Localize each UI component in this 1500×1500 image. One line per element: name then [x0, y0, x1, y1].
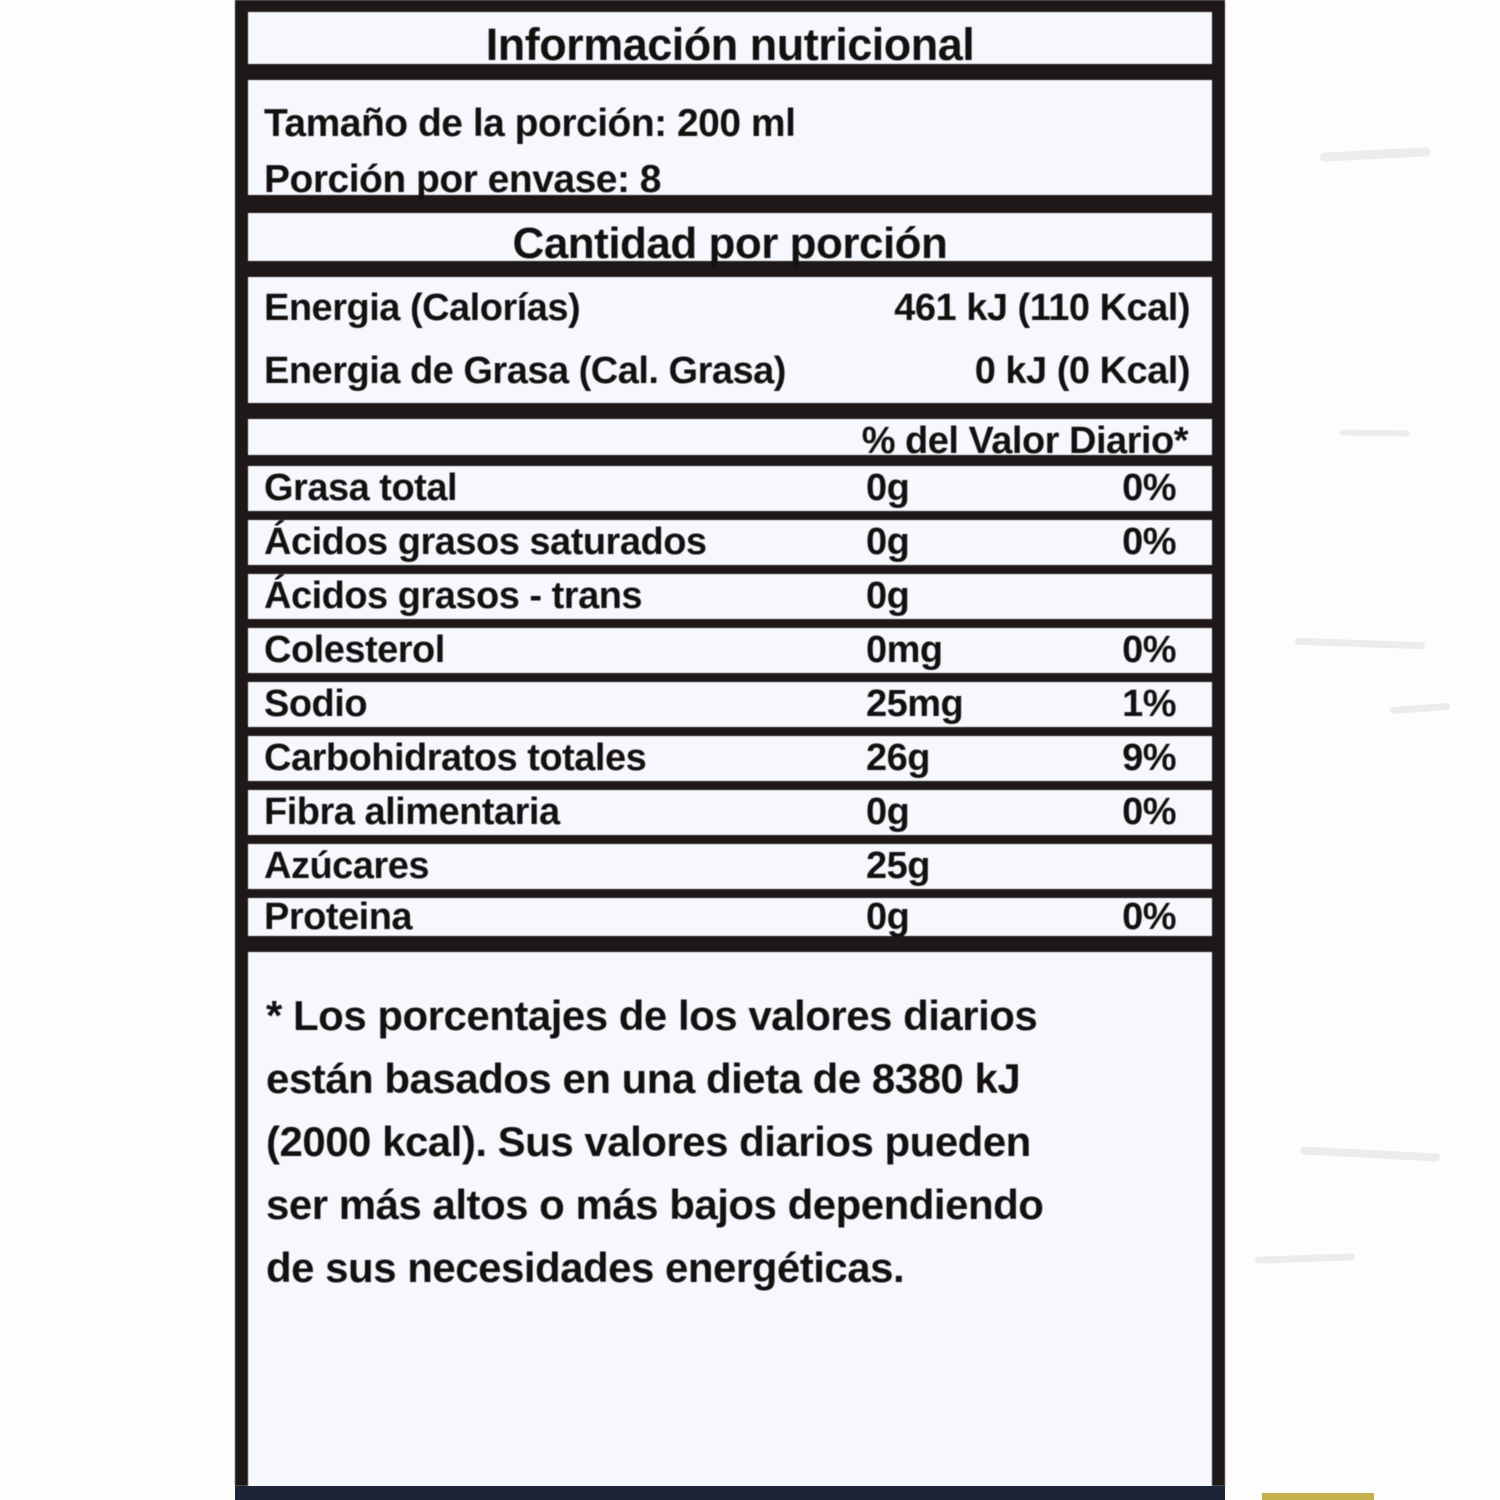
- photo-smudge: [1299, 1146, 1441, 1162]
- footnote-line: están basados en una dieta de 8380 kJ: [266, 1055, 1021, 1102]
- energy-fat-value: 0 kJ (0 Kcal): [974, 350, 1191, 392]
- photo-smudge: [1319, 147, 1431, 162]
- nutrient-name: Ácidos grasos saturados: [264, 521, 707, 563]
- nutrient-dv: 0%: [1122, 521, 1176, 563]
- label-title: Información nutricional: [248, 12, 1212, 80]
- nutrient-row-protein: Proteina 0g 0%: [248, 895, 1212, 952]
- nutrient-amount: 25g: [866, 845, 930, 887]
- energy-row: Energia (Calorías) 461 kJ (110 Kcal): [248, 277, 1212, 340]
- nutrient-dv: 0%: [1122, 629, 1176, 671]
- nutrient-name: Proteina: [264, 895, 413, 938]
- nutrient-name: Grasa total: [264, 467, 458, 509]
- energy-name: Energia (Calorías): [264, 287, 581, 329]
- nutrient-amount: 0g: [866, 791, 910, 833]
- photo-smudge: [1254, 1253, 1356, 1264]
- nutrient-name: Carbohidratos totales: [264, 737, 647, 779]
- energy-fat-row: Energia de Grasa (Cal. Grasa) 0 kJ (0 Kc…: [248, 340, 1212, 403]
- nutrient-row-total-carbs: Carbohidratos totales 26g 9%: [248, 736, 1212, 790]
- nutrient-dv: 0%: [1122, 791, 1176, 833]
- nutrient-dv: 1%: [1122, 683, 1176, 725]
- nutrient-dv: 0%: [1122, 467, 1176, 509]
- nutrient-row-trans-fat: Ácidos grasos - trans 0g: [248, 574, 1212, 628]
- energy-fat-name: Energia de Grasa (Cal. Grasa): [264, 350, 786, 392]
- footnote-line: de sus necesidades energéticas.: [266, 1244, 905, 1291]
- footnote-line: * Los porcentajes de los valores diarios: [266, 992, 1038, 1039]
- daily-value-footnote: * Los porcentajes de los valores diarios…: [248, 952, 1212, 1299]
- nutrient-amount: 26g: [866, 737, 930, 779]
- nutrient-amount: 0g: [866, 575, 910, 617]
- nutrient-row-sugars: Azúcares 25g: [248, 844, 1212, 898]
- photo-smudge: [1294, 637, 1426, 650]
- footnote-line: ser más altos o más bajos dependiendo: [266, 1181, 1044, 1228]
- serving-size: Tamaño de la porción: 200 ml: [264, 102, 796, 145]
- servings-per-container: Porción por envase: 8: [264, 158, 661, 201]
- nutrient-row-fiber: Fibra alimentaria 0g 0%: [248, 790, 1212, 844]
- nutrient-row-saturated-fat: Ácidos grasos saturados 0g 0%: [248, 520, 1212, 574]
- nutrient-row-total-fat: Grasa total 0g 0%: [248, 466, 1212, 520]
- nutrient-amount: 0g: [866, 895, 910, 938]
- energy-section: Energia (Calorías) 461 kJ (110 Kcal) Ene…: [248, 277, 1212, 419]
- nutrient-row-sodium: Sodio 25mg 1%: [248, 682, 1212, 736]
- nutrient-name: Azúcares: [264, 845, 429, 887]
- amount-per-serving-header: Cantidad por porción: [248, 213, 1212, 277]
- nutrient-name: Ácidos grasos - trans: [264, 575, 643, 617]
- serving-info: Tamaño de la porción: 200 ml Porción por…: [248, 80, 1212, 213]
- nutrient-dv: 0%: [1122, 895, 1176, 938]
- nutrient-name: Fibra alimentaria: [264, 791, 560, 833]
- nutrient-name: Sodio: [264, 683, 368, 725]
- footnote-line: (2000 kcal). Sus valores diarios pueden: [266, 1118, 1031, 1165]
- photo-smudge: [1339, 429, 1411, 437]
- package-edge-bar: [235, 1486, 1225, 1500]
- nutrient-row-cholesterol: Colesterol 0mg 0%: [248, 628, 1212, 682]
- nutrient-amount: 0g: [866, 521, 910, 563]
- energy-value: 461 kJ (110 Kcal): [894, 287, 1190, 329]
- nutrient-amount: 0mg: [866, 629, 943, 671]
- daily-value-header: % del Valor Diario*: [248, 419, 1212, 466]
- photo-smudge: [1389, 702, 1451, 715]
- package-accent-strip: [1262, 1493, 1374, 1500]
- nutrient-amount: 0g: [866, 467, 910, 509]
- nutrient-dv: 9%: [1122, 737, 1176, 779]
- nutrient-name: Colesterol: [264, 629, 445, 671]
- nutrient-amount: 25mg: [866, 683, 964, 725]
- nutrition-label: Información nutricional Tamaño de la por…: [235, 0, 1225, 1486]
